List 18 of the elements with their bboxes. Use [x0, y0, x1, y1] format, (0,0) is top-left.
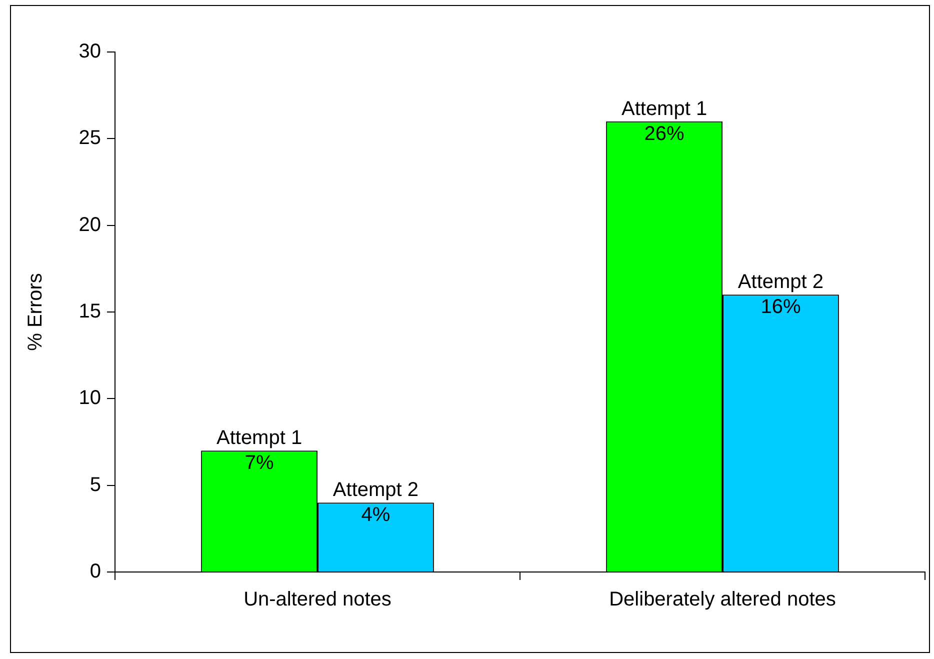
data-label: 4%	[361, 504, 390, 526]
series-label: Attempt 1	[621, 98, 708, 120]
series-label: Attempt 2	[332, 479, 419, 502]
y-tick-label: 15	[78, 300, 101, 323]
y-tick-label: 5	[90, 474, 101, 496]
y-tick-label: 0	[90, 560, 101, 583]
text: Attempt 1	[216, 427, 302, 450]
x-tick-label: Un-altered notes	[244, 588, 392, 611]
data-label: 7%	[244, 452, 274, 474]
data-label: 16%	[760, 296, 801, 318]
y-tick-label: 20	[78, 214, 101, 236]
y-tick-label: 10	[78, 387, 101, 410]
data-label: 26%	[644, 122, 685, 145]
y-tick-label: 25	[78, 127, 101, 150]
text: Attempt 2	[738, 271, 824, 294]
x-tick-label: Deliberately altered notes	[609, 588, 836, 611]
y-axis-title: % Errors	[24, 273, 47, 351]
y-tick-label: 30	[78, 40, 101, 63]
